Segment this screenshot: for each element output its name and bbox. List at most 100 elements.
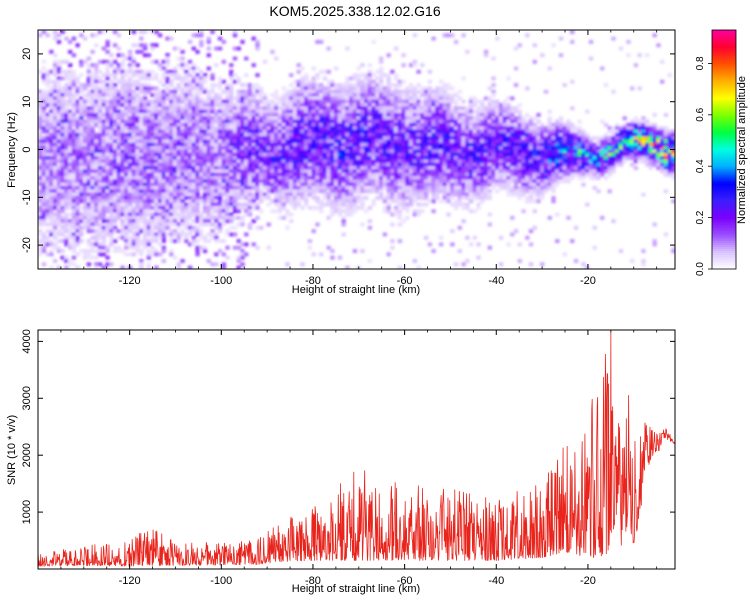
heatmap-cell <box>191 219 196 224</box>
heatmap-cell <box>139 262 144 267</box>
heatmap-cell <box>191 212 196 217</box>
heatmap-cell <box>49 209 54 214</box>
heatmap-cell <box>94 89 99 94</box>
heatmap-cell <box>277 126 283 131</box>
heatmap-cell <box>94 235 99 240</box>
heatmap-cell <box>191 139 196 144</box>
heatmap-cell <box>408 159 414 164</box>
heatmap-cell <box>135 199 140 204</box>
heatmap-cell <box>352 122 358 127</box>
heatmap-cell <box>60 255 65 260</box>
heatmap-cell <box>94 209 99 214</box>
heatmap-cell <box>176 192 181 197</box>
heatmap-cell <box>244 83 249 88</box>
heatmap-cell <box>225 209 230 214</box>
heatmap-cell <box>187 159 193 164</box>
heatmap-cell <box>442 172 448 177</box>
heatmap-cell <box>262 159 268 164</box>
heatmap-cell <box>131 195 137 200</box>
heatmap-cell <box>311 106 316 111</box>
heatmap-cell <box>135 232 140 237</box>
heatmap-cell <box>105 89 110 94</box>
heatmap-cell <box>101 186 107 190</box>
heatmap-cell <box>420 116 425 121</box>
heatmap-cell <box>232 46 238 51</box>
heatmap-cell <box>367 119 373 124</box>
heatmap-cell <box>393 205 399 210</box>
heatmap-cell <box>345 142 350 147</box>
heatmap-cell <box>408 83 414 88</box>
heatmap-cell <box>116 136 122 141</box>
heatmap-cell <box>127 245 133 250</box>
heatmap-cell <box>326 139 331 144</box>
heatmap-cell <box>266 222 271 227</box>
heatmap-cell <box>116 53 122 58</box>
heatmap-cell <box>360 189 365 194</box>
heatmap-cell <box>232 202 238 207</box>
heatmap-cell <box>416 166 421 171</box>
heatmap-cell <box>120 156 125 161</box>
heatmap-cell <box>206 186 211 190</box>
heatmap-cell <box>146 186 152 190</box>
heatmap-cell <box>124 219 129 224</box>
heatmap-cell <box>116 142 122 147</box>
heatmap-cell <box>266 192 271 197</box>
heatmap-cell <box>184 169 189 174</box>
heatmap-cell <box>135 126 140 131</box>
heatmap-cell <box>262 176 268 180</box>
heatmap-cell <box>378 116 384 121</box>
heatmap-cell <box>112 172 118 177</box>
heatmap-cell <box>124 166 129 171</box>
heatmap-cell <box>124 235 129 240</box>
heatmap-cell <box>176 202 181 207</box>
heatmap-cell <box>97 89 103 94</box>
heatmap-cell <box>341 189 346 194</box>
heatmap-cell <box>112 99 118 104</box>
heatmap-cell <box>337 93 343 97</box>
heatmap-cell <box>210 126 215 131</box>
heatmap-cell <box>210 103 215 107</box>
heatmap-cell <box>442 179 448 184</box>
heatmap-cell <box>240 205 245 210</box>
heatmap-cell <box>408 169 414 174</box>
heatmap-cell <box>262 99 268 104</box>
heatmap-cell <box>109 146 114 151</box>
heatmap-cell <box>363 116 369 121</box>
heatmap-cell <box>247 176 253 180</box>
heatmap-cell <box>67 162 73 167</box>
heatmap-cell <box>165 225 170 230</box>
heatmap-cell <box>431 119 436 124</box>
heatmap-cell <box>82 146 88 151</box>
heatmap-cell <box>169 83 174 88</box>
heatmap-cell <box>82 83 88 88</box>
heatmap-cell <box>195 99 200 104</box>
heatmap-cell <box>240 182 245 187</box>
heatmap-cell <box>277 96 283 101</box>
heatmap-cell <box>124 195 129 200</box>
heatmap-cell <box>184 225 189 230</box>
heatmap-cell <box>311 93 316 97</box>
heatmap-cell <box>161 245 166 250</box>
heatmap-cell <box>378 86 384 91</box>
heatmap-cell <box>236 265 241 269</box>
heatmap-cell <box>390 152 395 157</box>
heatmap-cell <box>172 89 178 94</box>
heatmap-cell <box>49 229 54 234</box>
heatmap-cell <box>45 189 50 194</box>
heatmap-cell <box>71 242 77 247</box>
heatmap-cell <box>330 169 335 174</box>
heatmap-cell <box>154 103 159 107</box>
heatmap-cell <box>146 142 152 147</box>
heatmap-cell <box>146 182 152 187</box>
heatmap-cell <box>161 249 166 253</box>
heatmap-cell <box>154 116 159 121</box>
heatmap-cell <box>60 215 65 220</box>
heatmap-cell <box>116 195 122 200</box>
heatmap-cell <box>375 159 380 164</box>
heatmap-cell <box>64 202 69 207</box>
heatmap-cell <box>49 149 54 154</box>
heatmap-cell <box>349 146 354 151</box>
heatmap-cell <box>352 103 358 107</box>
heatmap-cell <box>401 205 406 210</box>
heatmap-cell <box>221 152 226 157</box>
